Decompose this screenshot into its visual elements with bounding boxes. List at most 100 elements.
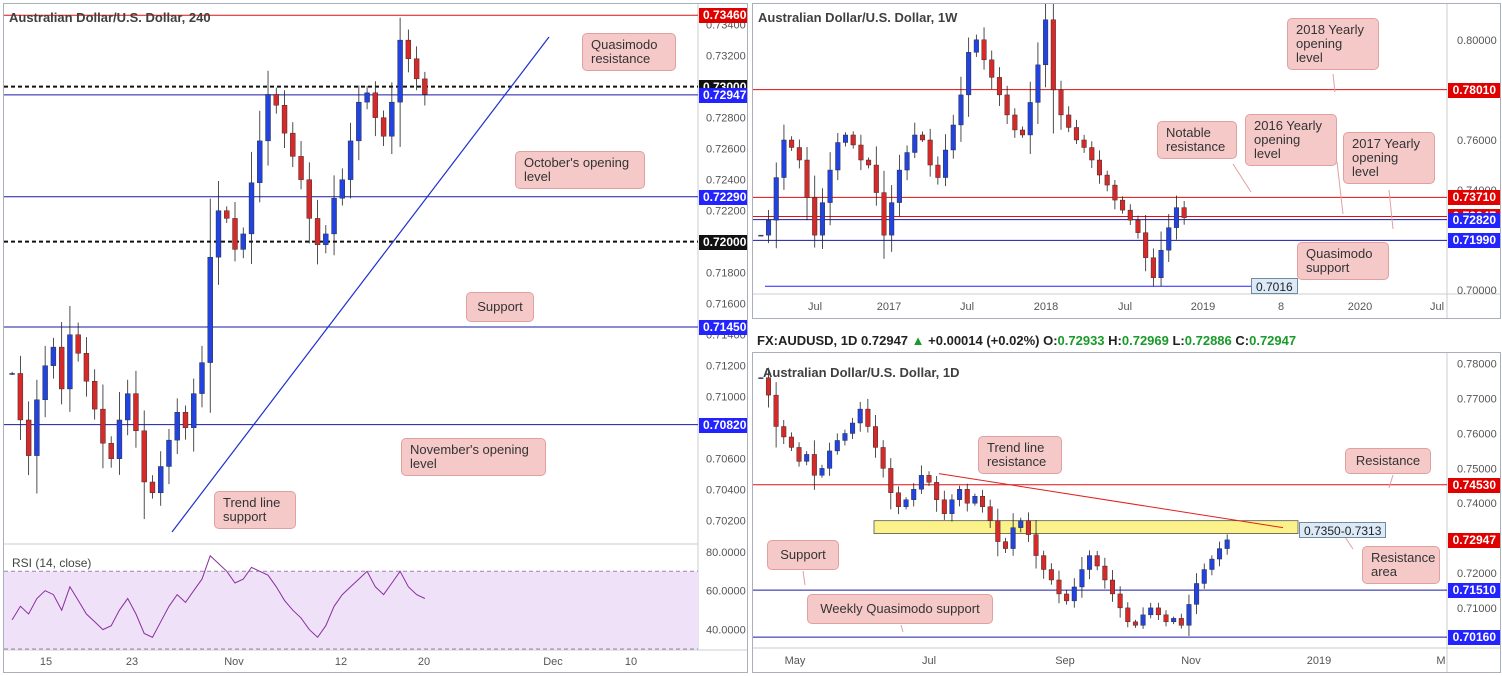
weekly-candle bbox=[1004, 94, 1010, 116]
h4-candle bbox=[347, 140, 354, 180]
weekly-time-tick: Jul bbox=[960, 301, 974, 313]
annotation-quasimodo-resistance: Quasimodo resistance bbox=[582, 33, 676, 71]
h4-level-tag: 0.70820 bbox=[699, 417, 747, 433]
weekly-candle bbox=[943, 149, 949, 178]
weekly-candle bbox=[1096, 159, 1102, 176]
h4-candle bbox=[215, 210, 222, 258]
daily-candle bbox=[1148, 607, 1154, 616]
h4-candle bbox=[182, 412, 189, 428]
weekly-time-tick: 2019 bbox=[1191, 301, 1215, 313]
weekly-candle bbox=[812, 197, 818, 236]
weekly-candle bbox=[866, 159, 872, 166]
h4-candle bbox=[240, 233, 246, 250]
h4-candle bbox=[422, 78, 428, 95]
h4-price-tick: 0.71000 bbox=[706, 392, 746, 404]
h4-candle bbox=[166, 439, 172, 467]
h4-candle bbox=[372, 92, 379, 118]
weekly-time-tick: Jul bbox=[808, 301, 822, 313]
daily-level-tag: 0.74530 bbox=[1448, 477, 1500, 493]
annotation-trend-line-resistance: Trend line resistance bbox=[978, 436, 1062, 474]
daily-candle bbox=[850, 422, 856, 434]
h4-candle bbox=[25, 419, 32, 456]
daily-level-tag: 0.71510 bbox=[1448, 583, 1500, 599]
h4-candle bbox=[58, 346, 65, 390]
weekly-chart-title: Australian Dollar/U.S. Dollar, 1W bbox=[758, 10, 958, 25]
weekly-candle bbox=[1120, 199, 1126, 211]
daily-candle bbox=[834, 440, 840, 452]
daily-candle bbox=[1094, 555, 1100, 567]
h4-candle bbox=[17, 373, 24, 421]
weekly-candle bbox=[773, 177, 779, 221]
weekly-candle bbox=[1150, 257, 1156, 278]
pointer-2016-yearly bbox=[1336, 161, 1344, 215]
weekly-candle bbox=[766, 219, 772, 236]
h4-candle bbox=[397, 39, 403, 103]
daily-candle bbox=[941, 499, 947, 514]
weekly-candle bbox=[989, 59, 995, 78]
h4-price-tick: 0.72400 bbox=[706, 175, 746, 187]
weekly-candle bbox=[1027, 102, 1033, 136]
daily-candle bbox=[957, 489, 963, 500]
h4-candle bbox=[42, 365, 48, 401]
weekly-candle bbox=[912, 134, 918, 153]
daily-time-tick: May bbox=[785, 655, 806, 667]
weekly-time-tick: 2018 bbox=[1034, 301, 1058, 313]
daily-candle bbox=[773, 394, 779, 427]
daily-candle bbox=[1209, 558, 1215, 570]
h4-time-tick: 20 bbox=[418, 656, 430, 668]
h4-time-tick: Dec bbox=[543, 656, 563, 668]
daily-candle bbox=[1217, 548, 1223, 560]
h4-candle bbox=[298, 156, 304, 180]
daily-time-tick: 2019 bbox=[1307, 655, 1331, 667]
h4-candle bbox=[125, 393, 131, 421]
annotation-resistance-area: Resistance area bbox=[1362, 546, 1440, 584]
h4-candle bbox=[257, 140, 263, 183]
weekly-candle bbox=[996, 77, 1002, 96]
weekly-candle bbox=[973, 39, 979, 53]
weekly-candle bbox=[1181, 207, 1187, 218]
weekly-price-tick: 0.76000 bbox=[1457, 135, 1497, 147]
daily-candle bbox=[758, 377, 764, 379]
daily-infobar: FX:AUDUSD, 1D 0.72947 ▲ +0.00014 (+0.02%… bbox=[757, 333, 1297, 348]
annotation-support: Support bbox=[466, 292, 534, 322]
weekly-candle bbox=[835, 142, 841, 171]
daily-candle bbox=[934, 482, 940, 500]
weekly-price-tick: 0.70000 bbox=[1457, 285, 1497, 297]
h4-chart-canvas[interactable]: 0.734000.732000.728000.726000.724000.722… bbox=[4, 4, 747, 672]
chart-panel-weekly[interactable]: 0.800000.760000.740000.70000Jul2017Jul20… bbox=[752, 3, 1501, 319]
infobar-low: 0.72886 bbox=[1184, 333, 1232, 348]
daily-candle bbox=[1002, 541, 1008, 549]
h4-price-tick: 0.70400 bbox=[706, 485, 746, 497]
weekly-chart-canvas[interactable]: 0.800000.760000.740000.70000Jul2017Jul20… bbox=[753, 4, 1500, 318]
daily-candle bbox=[903, 499, 909, 507]
daily-candle bbox=[1041, 555, 1047, 570]
weekly-candle bbox=[1073, 127, 1079, 141]
daily-candle bbox=[1132, 621, 1138, 626]
daily-candle bbox=[781, 426, 787, 438]
h4-time-tick: 15 bbox=[40, 656, 52, 668]
daily-time-tick: Nov bbox=[1181, 655, 1201, 667]
daily-candle bbox=[1117, 593, 1123, 609]
daily-chart-canvas[interactable]: 0.780000.770000.760000.750000.740000.730… bbox=[753, 353, 1500, 672]
weekly-candle bbox=[1043, 19, 1049, 66]
weekly-candle bbox=[1058, 89, 1064, 116]
daily-candle bbox=[1025, 520, 1031, 535]
daily-level-tag: 0.70160 bbox=[1448, 630, 1500, 646]
annotation-novembers-opening-level: November's opening level bbox=[401, 438, 546, 476]
chart-panel-h4[interactable]: 0.73400 0.73200 0.72800 0.72600 0.72400 0.722… bbox=[3, 3, 748, 673]
rsi-title: RSI (14, close) bbox=[12, 556, 92, 570]
infobar-open: 0.72933 bbox=[1057, 333, 1105, 348]
h4-candle bbox=[75, 334, 81, 354]
weekly-candle bbox=[873, 164, 879, 193]
chart-panel-daily[interactable]: 0.780000.770000.760000.750000.740000.730… bbox=[752, 352, 1501, 673]
daily-price-tick: 0.71000 bbox=[1457, 603, 1497, 615]
resistance-zone bbox=[873, 520, 1299, 534]
annotation-2018-yearly-opening: 2018 Yearly opening level bbox=[1287, 18, 1379, 70]
daily-candle bbox=[796, 447, 802, 462]
daily-candle bbox=[1064, 593, 1070, 602]
annotation-trend-line-support: Trend line support bbox=[214, 491, 296, 529]
annotation-resistance: Resistance bbox=[1345, 448, 1431, 474]
resistance-zone-label: 0.7350-0.7313 bbox=[1299, 522, 1387, 538]
daily-candle bbox=[1194, 583, 1200, 605]
rsi-line bbox=[11, 554, 426, 639]
